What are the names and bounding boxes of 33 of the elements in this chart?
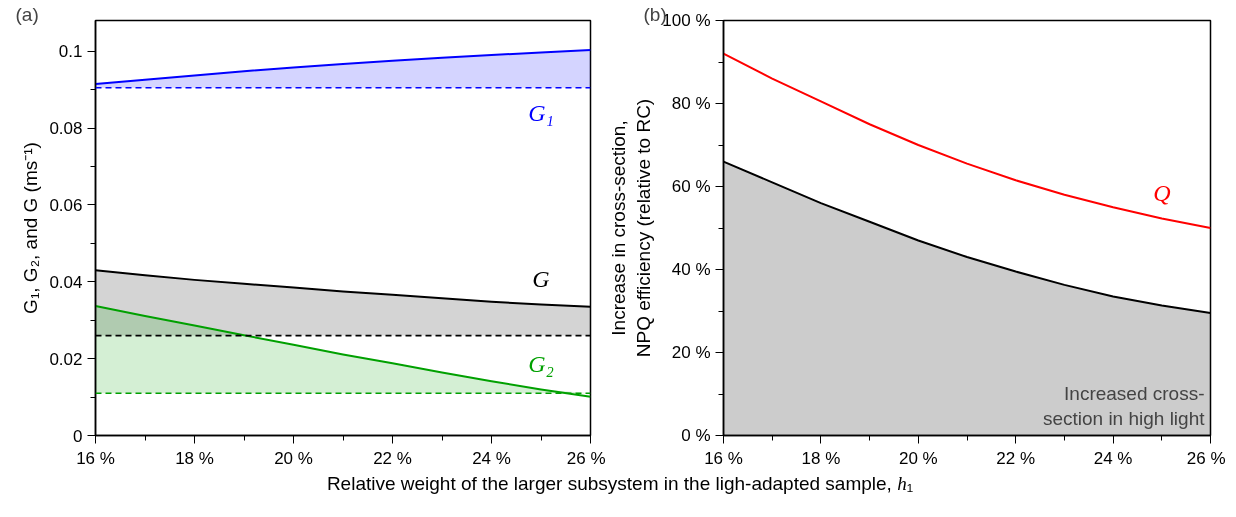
y-tick-label: 80 % — [671, 94, 711, 113]
annotation: Increased cross- section in high light — [1042, 383, 1206, 430]
y-tick-label: 40 % — [671, 260, 711, 279]
series-label: G₁ — [528, 100, 554, 127]
line-series — [723, 52, 1211, 229]
x-tick-label: 20 % — [898, 448, 938, 468]
series-label: Q — [1153, 180, 1171, 207]
y-axis-title: Increase in cross-section, NPQ efficiency (relative to RC) — [608, 98, 655, 358]
series-label: G — [532, 266, 550, 293]
x-tick-label: 18 % — [801, 448, 841, 468]
x-tick-label: 26 % — [566, 448, 606, 468]
y-axis-title: G₁, G₂, and G (ms⁻¹) — [20, 142, 42, 314]
chart-title: (a) — [15, 3, 39, 25]
x-tick-label: 22 % — [373, 448, 412, 468]
x-tick-label: 24 % — [472, 448, 511, 468]
x-tick-label: 18 % — [175, 448, 214, 468]
y-tick-label: 0.08 — [49, 119, 83, 139]
y-tick-label: 0.06 — [49, 195, 83, 215]
y-tick-label: 0 — [73, 426, 83, 446]
y-tick-label: 20 % — [671, 343, 711, 362]
x-tick-label: 26 % — [1186, 448, 1226, 468]
y-tick-label: 0.04 — [49, 272, 83, 292]
x-tick-label: 24 % — [1093, 448, 1133, 468]
x-tick-label: 16 % — [704, 448, 743, 468]
y-tick-label: 60 % — [671, 177, 711, 196]
series-label: G₂ — [528, 350, 554, 377]
x-tick-label: 20 % — [274, 448, 313, 468]
x-axis-title: Relative weight of the larger subsystem in the ligh-adapted sample, h₁ — [326, 472, 914, 496]
y-tick-label: 0.1 — [58, 42, 83, 62]
y-tick-label: 0 % — [681, 426, 711, 445]
y-tick-label: 0.02 — [49, 349, 83, 369]
x-tick-label: 22 % — [996, 448, 1036, 468]
x-tick-label: 16 % — [76, 448, 115, 468]
